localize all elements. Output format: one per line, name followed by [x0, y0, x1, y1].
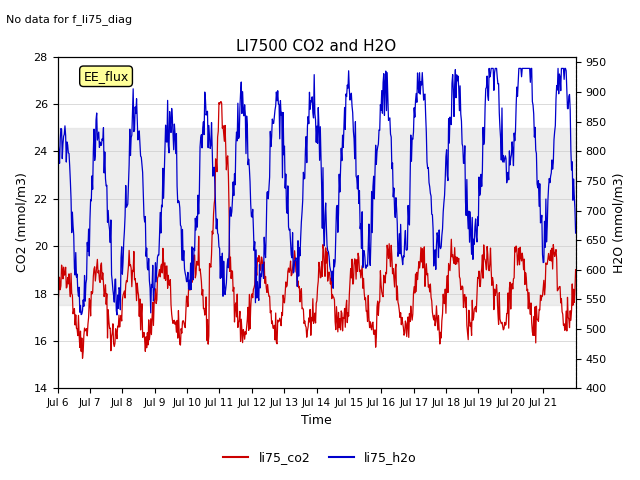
- Title: LI7500 CO2 and H2O: LI7500 CO2 and H2O: [236, 39, 397, 54]
- Bar: [58, 128, 575, 305]
- X-axis label: Time: Time: [301, 414, 332, 427]
- Y-axis label: H2O (mmol/m3): H2O (mmol/m3): [612, 172, 625, 273]
- Legend: li75_co2, li75_h2o: li75_co2, li75_h2o: [218, 446, 422, 469]
- Text: EE_flux: EE_flux: [83, 70, 129, 83]
- Y-axis label: CO2 (mmol/m3): CO2 (mmol/m3): [15, 172, 28, 272]
- Text: No data for f_li75_diag: No data for f_li75_diag: [6, 14, 132, 25]
